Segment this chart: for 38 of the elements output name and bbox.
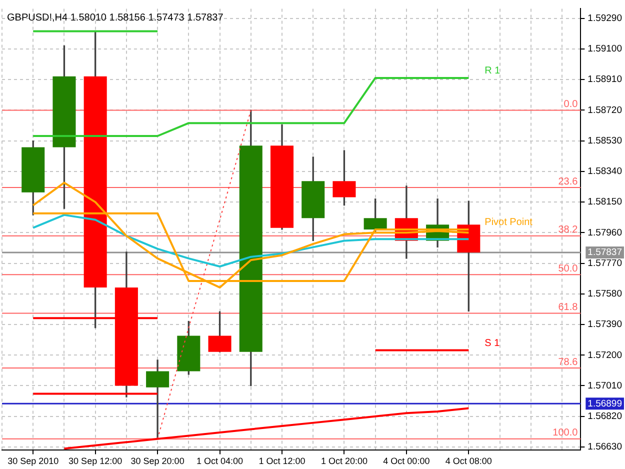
x-tick-label: 1 Oct 12:00 [258,456,306,466]
y-tick-label: 1.57770 [588,258,622,269]
annotation: 38.2 [558,224,578,236]
ref-line-label: 1.57837 [588,247,622,258]
y-tick-label: 1.57580 [588,288,622,300]
y-tick-label: 1.58340 [588,166,622,178]
chart-title: GBPUSD!,H4 1.58010 1.58156 1.57473 1.57837 [7,12,224,24]
annotation: 100.0 [552,428,578,439]
x-tick-label: 4 Oct 08:00 [445,456,492,466]
series-label: Pivot Point [484,217,533,228]
x-tick-label: 30 Sep 20:00 [130,456,184,466]
annotation: 50.0 [558,263,578,274]
annotation: 78.6 [558,356,578,368]
y-tick-label: 1.58720 [588,104,622,116]
y-tick-label: 1.56630 [588,442,622,453]
y-tick-label: 1.58910 [588,74,622,86]
y-tick-label: 1.57010 [588,380,622,392]
candlestick [146,360,170,440]
x-tick-label: 1 Oct 20:00 [320,456,368,466]
y-tick-label: 1.56820 [588,410,622,422]
x-tick-label: 30 Sep 12:00 [68,456,122,466]
y-tick-label: 1.57960 [588,227,622,238]
y-tick-label: 1.58150 [588,196,622,208]
x-tick-label: 1 Oct 04:00 [196,456,244,466]
ref-line-label: 1.56899 [588,398,622,410]
line-series [157,110,252,440]
series-label: S 1 [484,338,500,350]
series-label: R 1 [484,66,501,77]
y-tick-label: 1.59290 [588,12,622,24]
y-tick-label: 1.57390 [588,319,622,330]
y-tick-label: 1.57200 [588,350,622,361]
annotation: 0.0 [564,98,578,110]
x-tick-label: 4 Oct 00:00 [383,456,430,466]
y-tick-label: 1.59100 [588,44,622,55]
annotation: 61.8 [558,302,578,313]
y-tick-label: 1.58530 [588,135,622,146]
annotation: 23.6 [558,176,578,188]
x-tick-label: 30 Sep 2010 [8,456,59,466]
